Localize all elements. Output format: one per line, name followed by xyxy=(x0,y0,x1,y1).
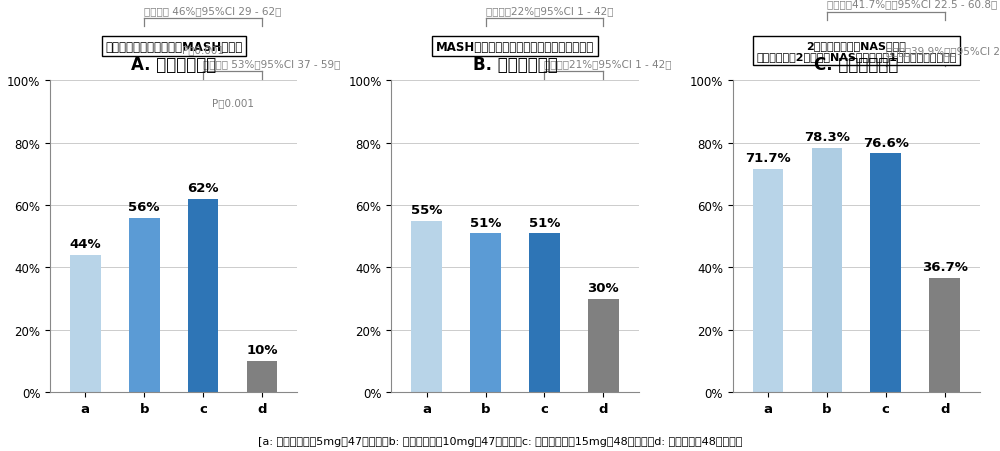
Text: 線維化の悪化を伴わないMASHの消失: 線維化の悪化を伴わないMASHの消失 xyxy=(105,41,242,54)
Title: A. 主要評価項目: A. 主要評価項目 xyxy=(131,56,216,74)
Bar xyxy=(188,199,218,392)
Text: 30%: 30% xyxy=(588,281,619,295)
Bar xyxy=(812,149,842,392)
Text: 10%: 10% xyxy=(246,344,278,357)
Text: [a: チルゼパチド5mg（47症例），b: チルゼパチド10mg（47症例），c: チルゼパチド15mg（48症例），d: プラセボ（48症例）］: [a: チルゼパチド5mg（47症例），b: チルゼパチド10mg（47症例），… xyxy=(258,437,742,446)
Bar xyxy=(129,218,160,392)
Title: B. 副次評価項目: B. 副次評価項目 xyxy=(473,56,557,74)
Text: リスク差39.9%　（95%CI 20.8 - 59.0）: リスク差39.9% （95%CI 20.8 - 59.0） xyxy=(886,46,1000,56)
Text: MASHの増悪を伴わない線維化１以上の改善: MASHの増悪を伴わない線維化１以上の改善 xyxy=(436,41,594,54)
Title: C. 副次評価項目: C. 副次評価項目 xyxy=(814,56,899,74)
Bar xyxy=(870,154,901,392)
Text: 51%: 51% xyxy=(470,216,501,229)
Text: P＜0.001: P＜0.001 xyxy=(182,46,224,55)
Text: リスク差 53%（95%CI 37 - 59）: リスク差 53%（95%CI 37 - 59） xyxy=(203,59,340,69)
Text: 44%: 44% xyxy=(70,238,101,251)
Text: リスク差22%（95%CI 1 - 42）: リスク差22%（95%CI 1 - 42） xyxy=(486,6,613,16)
Text: リスク差41.7%　（95%CI 22.5 - 60.8）: リスク差41.7% （95%CI 22.5 - 60.8） xyxy=(827,0,997,9)
Text: リスク差21%（95%CI 1 - 42）: リスク差21%（95%CI 1 - 42） xyxy=(544,59,672,69)
Bar xyxy=(411,221,442,392)
Text: 78.3%: 78.3% xyxy=(804,131,850,144)
Text: P＜0.001: P＜0.001 xyxy=(212,98,254,108)
Bar xyxy=(470,234,501,392)
Bar xyxy=(529,234,560,392)
Text: 76.6%: 76.6% xyxy=(863,136,909,149)
Bar xyxy=(929,278,960,392)
Bar xyxy=(247,361,277,392)
Bar xyxy=(70,255,101,392)
Text: 51%: 51% xyxy=(529,216,560,229)
Bar xyxy=(588,299,619,392)
Text: 62%: 62% xyxy=(187,182,219,195)
Text: 71.7%: 71.7% xyxy=(745,152,791,165)
Text: 55%: 55% xyxy=(411,203,442,216)
Text: 36.7%: 36.7% xyxy=(922,261,968,273)
Text: 2ポイント以上のNASの改善
（少なくとも2つ以上のNAS構成因子の1以上の改善を伴う）: 2ポイント以上のNASの改善 （少なくとも2つ以上のNAS構成因子の1以上の改善… xyxy=(756,41,957,62)
Text: 56%: 56% xyxy=(128,200,160,213)
Bar xyxy=(753,169,783,392)
Text: リスク差 46%（95%CI 29 - 62）: リスク差 46%（95%CI 29 - 62） xyxy=(144,6,282,16)
